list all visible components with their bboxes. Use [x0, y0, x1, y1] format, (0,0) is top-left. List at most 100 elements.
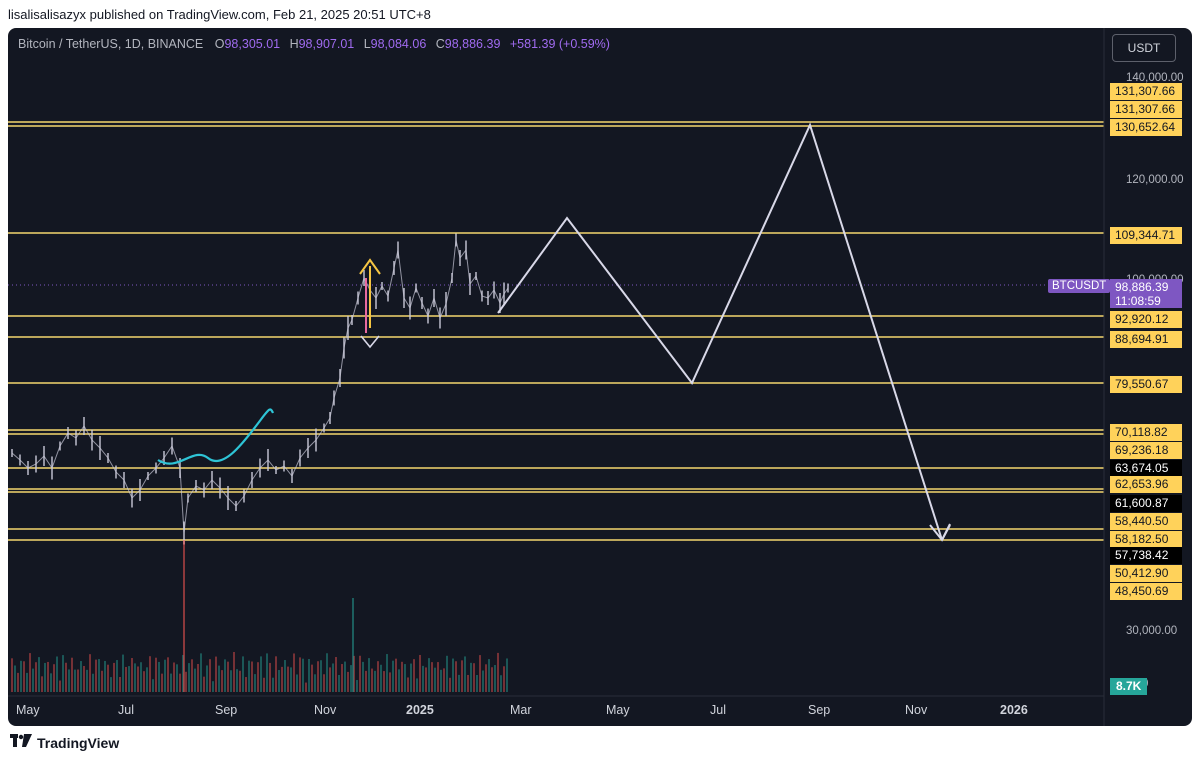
volume-bar	[71, 657, 73, 692]
volume-bar	[116, 660, 118, 692]
symbol-legend: Bitcoin / TetherUS, 1D, BINANCE O98,305.…	[18, 37, 610, 51]
volume-bar	[335, 657, 337, 692]
volume-bar	[239, 670, 241, 692]
volume-bar	[359, 655, 361, 692]
volume-bar	[161, 673, 163, 692]
volume-bar	[467, 674, 469, 692]
price-axis-tick: 140,000.00	[1126, 72, 1184, 84]
volume-bar	[494, 665, 496, 692]
volume-bar	[32, 668, 34, 692]
change-value: +581.39 (+0.59%)	[509, 37, 610, 51]
volume-bar	[449, 677, 451, 692]
price-level-label: 69,236.18	[1110, 442, 1182, 459]
volume-bar	[311, 664, 313, 692]
volume-bar	[68, 669, 70, 692]
volume-bar	[416, 678, 418, 692]
currency-button[interactable]: USDT	[1112, 34, 1176, 62]
volume-bar	[92, 673, 94, 692]
chart-panel[interactable]: Bitcoin / TetherUS, 1D, BINANCE O98,305.…	[8, 28, 1192, 726]
volume-bar	[122, 654, 124, 692]
volume-bar	[41, 676, 43, 692]
projection-path	[497, 122, 943, 541]
volume-bar	[392, 660, 394, 692]
volume-bar	[287, 666, 289, 692]
price-level-label: 131,307.66	[1110, 101, 1182, 118]
price-level-label: 58,440.50	[1110, 513, 1182, 530]
volume-bar	[443, 668, 445, 692]
volume-bar	[290, 667, 292, 692]
volume-bar	[371, 668, 373, 692]
volume-bar	[344, 661, 346, 692]
volume-bar	[131, 658, 133, 692]
volume-bar	[503, 666, 505, 692]
symbol-tag: BTCUSDT	[1048, 279, 1111, 293]
time-axis-tick: Jul	[118, 703, 134, 717]
volume-bar	[221, 670, 223, 692]
price-level-label: 61,600.87	[1110, 495, 1182, 512]
volume-bar	[176, 664, 178, 692]
time-axis-tick: Mar	[510, 703, 532, 717]
price-axis-tick: 120,000.00	[1126, 174, 1184, 186]
volume-bar	[434, 667, 436, 692]
volume-bar	[308, 658, 310, 692]
volume-bar	[362, 661, 364, 692]
volume-bar	[446, 655, 448, 692]
close-value: 98,886.39	[444, 37, 501, 51]
time-axis-tick: May	[16, 703, 40, 717]
footer: TradingView	[0, 726, 1200, 761]
volume-bar	[272, 677, 274, 692]
publish-header: lisalisalisazyx published on TradingView…	[0, 0, 1200, 28]
volume-bar	[491, 667, 493, 692]
volume-bar	[347, 671, 349, 692]
volume-bar	[83, 665, 85, 692]
volume-bar	[98, 659, 100, 692]
price-level-label: 79,550.67	[1110, 376, 1182, 393]
volume-bar	[47, 661, 49, 692]
volume-bar	[374, 670, 376, 692]
volume-bar	[317, 661, 319, 692]
tradingview-brand[interactable]: TradingView	[10, 734, 119, 751]
volume-bar	[203, 676, 205, 692]
volume-bar	[278, 670, 280, 692]
volume-bar	[407, 677, 409, 692]
volume-bar	[11, 658, 13, 692]
volume-bar	[320, 660, 322, 692]
volume-bar	[80, 661, 82, 692]
volume-bar	[104, 660, 106, 692]
volume-bar	[455, 661, 457, 692]
price-level-label: 109,344.71	[1110, 227, 1182, 244]
volume-bar	[419, 654, 421, 692]
volume-bar	[170, 673, 172, 692]
volume-bar	[212, 681, 214, 692]
volume-bar	[506, 658, 508, 692]
volume-bar	[341, 664, 343, 692]
volume-bar	[401, 661, 403, 692]
volume-bar	[425, 667, 427, 692]
open-value: 98,305.01	[224, 37, 281, 51]
volume-value-label: 8.7K	[1110, 678, 1148, 695]
volume-bar	[158, 661, 160, 692]
volume-bar	[44, 662, 46, 692]
volume-bar	[431, 662, 433, 692]
volume-bar	[143, 671, 145, 692]
volume-bar	[200, 653, 202, 692]
volume-bar	[260, 656, 262, 692]
volume-bar	[470, 662, 472, 692]
price-chart-svg[interactable]	[8, 28, 1192, 726]
volume-bar	[183, 540, 185, 692]
tradingview-logo-icon	[10, 734, 32, 751]
volume-bar	[314, 674, 316, 692]
volume-bar	[137, 666, 139, 692]
volume-bar	[473, 663, 475, 692]
volume-bar	[452, 658, 454, 692]
volume-bar	[395, 658, 397, 692]
volume-bar	[500, 675, 502, 692]
volume-bar	[356, 680, 358, 692]
volume-bar	[59, 680, 61, 692]
volume-bar	[77, 669, 79, 692]
volume-bar	[365, 670, 367, 692]
volume-bar	[140, 662, 142, 692]
volume-bar	[29, 653, 31, 692]
brand-name: TradingView	[37, 734, 120, 751]
volume-bar	[482, 670, 484, 692]
